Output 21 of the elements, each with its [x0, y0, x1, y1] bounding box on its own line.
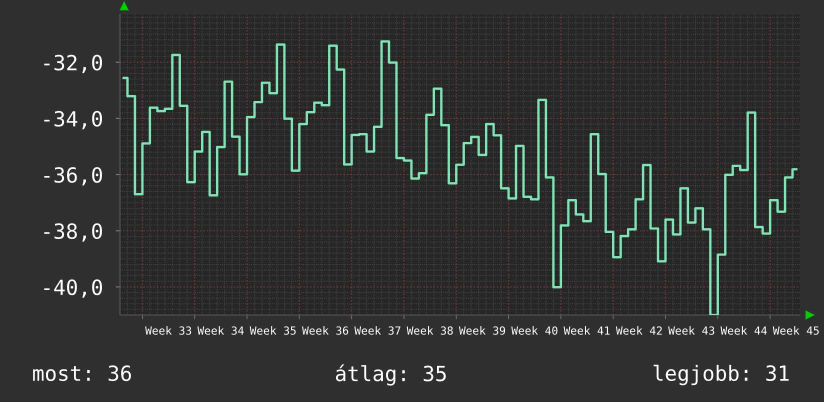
x-tick-label: Week 37	[354, 326, 400, 335]
y-tick-label: -38,0	[44, 223, 102, 242]
x-tick-label: Week 38	[406, 326, 453, 335]
text: most: 36	[33, 365, 131, 382]
x-tick-label: Week 41	[564, 326, 610, 335]
x-tick-label: Week 45	[772, 326, 819, 335]
x-tick-label: Week 39	[459, 326, 506, 335]
x-tick-label: Week 44	[720, 326, 767, 335]
x-tick-label: Week 33	[145, 326, 192, 335]
text: átlag: 35	[336, 364, 446, 386]
text: legjobb: 31	[654, 364, 789, 386]
x-tick-label: Week 42	[616, 326, 662, 335]
y-tick-label: -40,0	[44, 279, 102, 298]
y-tick-label: -32,0	[44, 54, 102, 74]
x-tick-label: Week 36	[302, 326, 348, 335]
y-tick-label: -36,0	[44, 167, 102, 186]
x-tick-label: Week 35	[250, 326, 296, 335]
y-tick-label: -34,0	[44, 110, 102, 130]
x-tick-label: Week 34	[197, 326, 244, 335]
x-tick-label: Week 40	[511, 326, 558, 335]
x-tick-label: Week 43	[668, 326, 714, 335]
